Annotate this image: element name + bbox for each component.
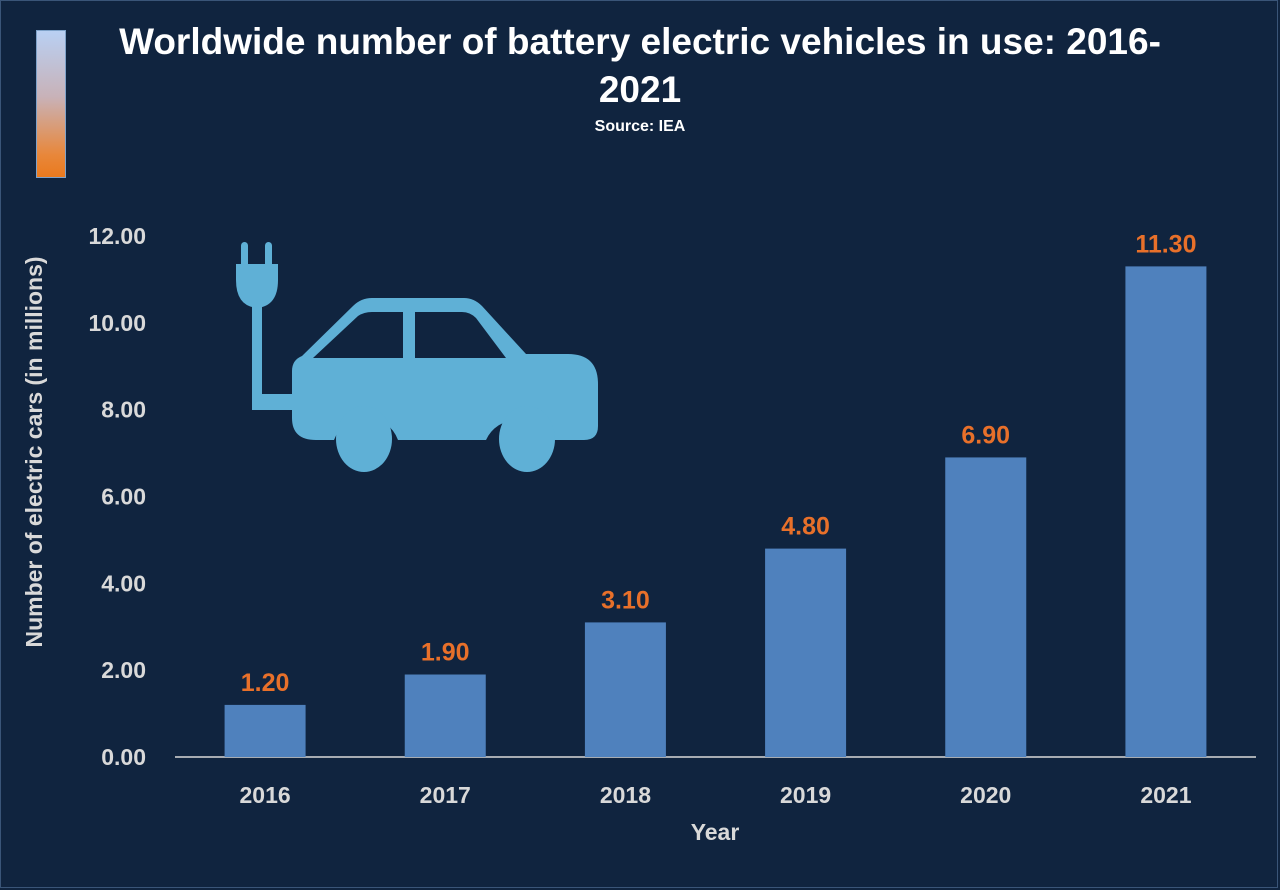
data-label-2021: 11.30 — [1135, 230, 1196, 258]
gradient-legend-swatch — [36, 30, 66, 178]
x-tick-label: 2019 — [780, 782, 831, 808]
chart-title: Worldwide number of battery electric veh… — [119, 21, 1161, 110]
y-tick-label: 6.00 — [101, 484, 146, 510]
bar-2020 — [945, 457, 1027, 757]
data-label-2018: 3.10 — [601, 586, 650, 614]
bar-2016 — [224, 704, 306, 757]
y-tick-label: 12.00 — [88, 223, 146, 249]
y-tick-label: 4.00 — [101, 570, 146, 596]
bar-2018 — [584, 622, 666, 757]
data-label-2016: 1.20 — [241, 669, 290, 697]
bar-2017 — [404, 674, 486, 757]
y-tick-label: 8.00 — [101, 397, 146, 423]
y-tick-label: 2.00 — [101, 657, 146, 683]
x-tick-label: 2021 — [1140, 782, 1191, 808]
x-tick-label: 2018 — [600, 782, 651, 808]
data-label-2017: 1.90 — [421, 639, 470, 667]
x-axis-title: Year — [691, 819, 740, 845]
bar-2019 — [765, 548, 847, 757]
x-tick-label: 2017 — [420, 782, 471, 808]
bar-2021 — [1125, 266, 1207, 757]
data-label-2020: 6.90 — [961, 421, 1010, 449]
chart-subtitle: Source: IEA — [594, 118, 686, 135]
electric-car-plug-icon — [236, 242, 598, 472]
y-tick-label: 0.00 — [101, 744, 146, 770]
x-tick-label: 2020 — [960, 782, 1011, 808]
y-tick-label: 10.00 — [88, 310, 146, 336]
y-axis-title: Number of electric cars (in millions) — [21, 256, 47, 647]
x-tick-label: 2016 — [239, 782, 290, 808]
data-label-2019: 4.80 — [781, 513, 830, 541]
